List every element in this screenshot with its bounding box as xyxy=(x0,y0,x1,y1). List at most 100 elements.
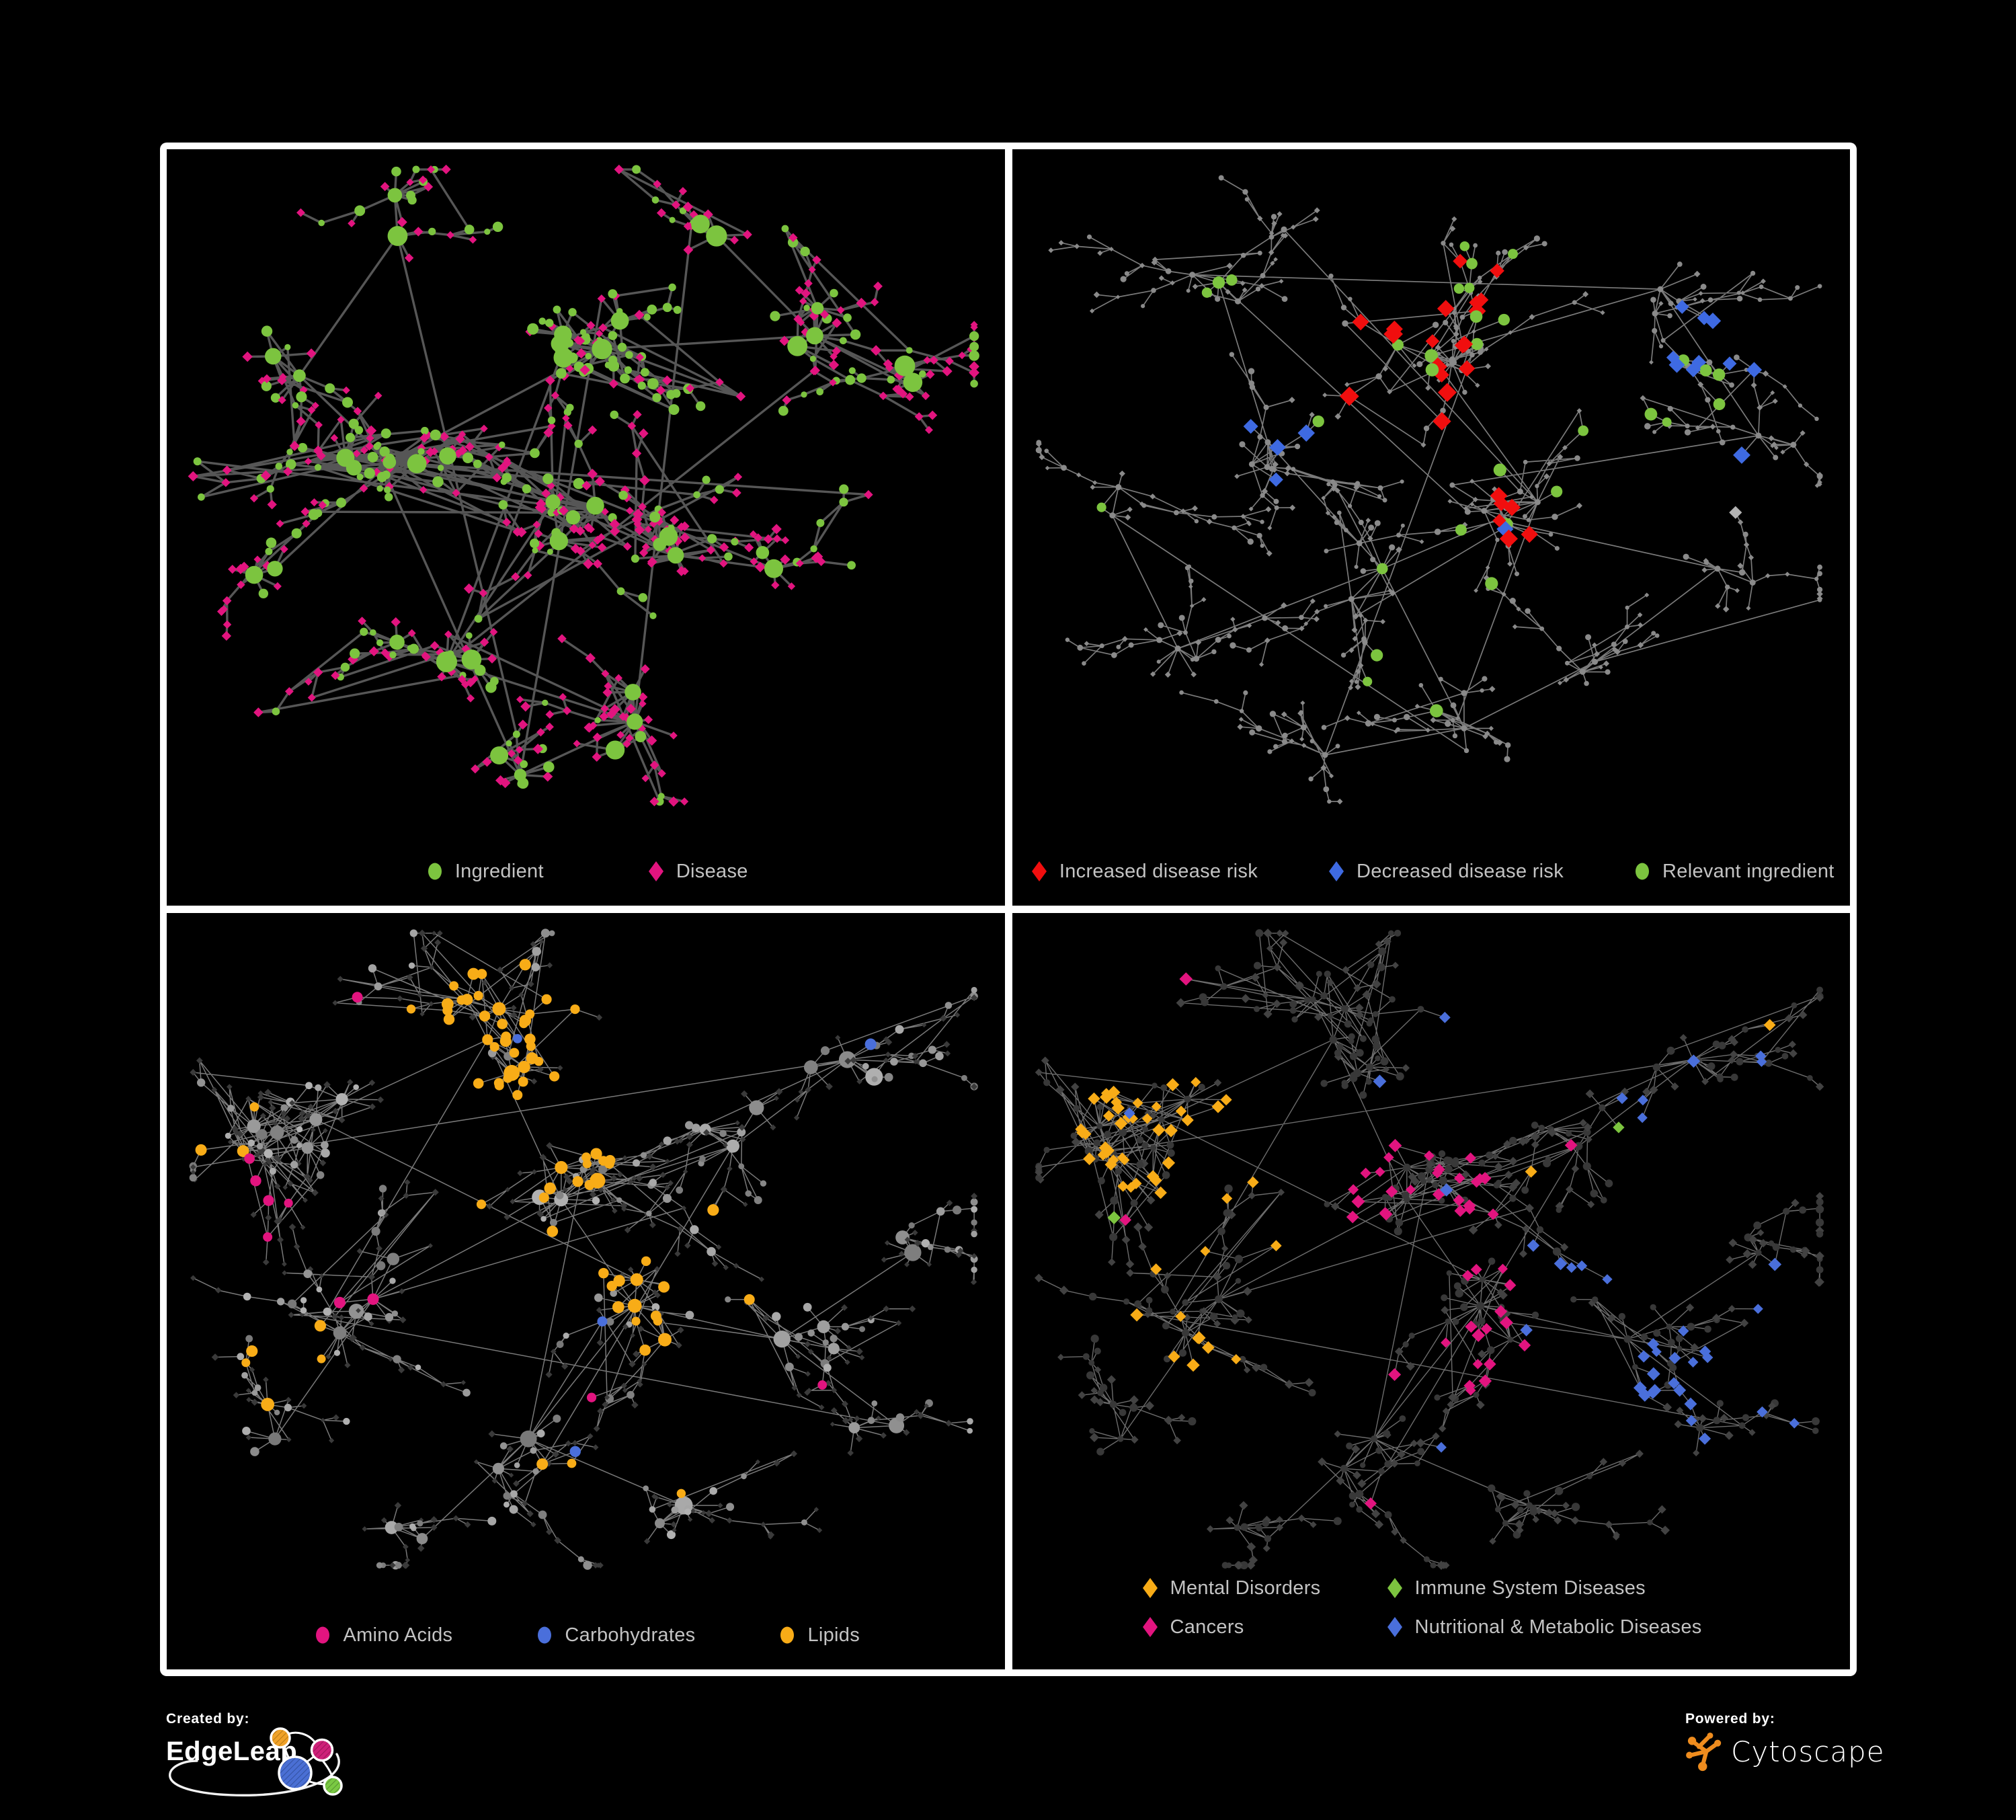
network-node xyxy=(597,1316,608,1327)
network-node xyxy=(1684,423,1690,429)
network-node xyxy=(1248,368,1254,374)
network-node xyxy=(1474,292,1488,307)
network-node xyxy=(1259,493,1265,498)
network-node xyxy=(1334,487,1340,493)
network-node xyxy=(563,408,571,416)
network-node xyxy=(683,245,694,255)
network-node xyxy=(755,561,766,573)
network-node xyxy=(1150,288,1156,293)
network-node xyxy=(486,1203,493,1210)
network-node xyxy=(1541,241,1547,247)
network-node xyxy=(1186,288,1191,293)
legend-label: Cancers xyxy=(1170,1616,1244,1638)
network-node xyxy=(1451,1159,1459,1168)
network-node xyxy=(319,1273,325,1279)
network-node xyxy=(1402,1163,1411,1172)
network-node xyxy=(1125,1269,1134,1277)
network-node xyxy=(1521,1186,1529,1194)
network-node xyxy=(970,379,978,388)
network-node xyxy=(1711,1313,1721,1322)
network-node xyxy=(1350,627,1357,633)
network-node xyxy=(855,1435,863,1443)
network-node xyxy=(750,557,758,566)
network-node xyxy=(190,1068,197,1076)
network-node xyxy=(1189,603,1194,608)
network-node xyxy=(245,1434,252,1441)
network-node xyxy=(1258,662,1264,667)
network-node xyxy=(1374,1055,1381,1062)
network-node xyxy=(1756,404,1763,411)
network-node xyxy=(1453,323,1459,329)
network-node xyxy=(1476,1302,1484,1310)
network-node xyxy=(1352,1470,1361,1480)
network-node xyxy=(307,693,316,702)
network-node xyxy=(282,1270,288,1276)
network-node xyxy=(1309,598,1316,604)
network-node xyxy=(280,1110,287,1117)
network-node xyxy=(1350,1444,1360,1454)
network-node xyxy=(552,1450,559,1458)
network-node xyxy=(606,740,625,760)
network-node xyxy=(556,1341,564,1348)
network-node xyxy=(373,443,380,450)
network-node xyxy=(1275,1515,1283,1524)
network-node xyxy=(805,1086,811,1093)
network-node xyxy=(1453,1173,1465,1184)
network-node xyxy=(569,1446,581,1458)
network-node xyxy=(969,350,979,361)
network-node xyxy=(773,1330,791,1348)
network-node xyxy=(1143,627,1148,632)
network-node xyxy=(624,1226,631,1234)
network-node xyxy=(1335,1476,1345,1485)
network-node xyxy=(588,541,596,549)
network-node xyxy=(365,442,374,451)
network-node xyxy=(1396,1072,1404,1081)
network-node xyxy=(971,1253,977,1259)
network-node xyxy=(1357,662,1363,669)
network-node xyxy=(1275,1524,1283,1532)
network-node xyxy=(1369,557,1375,563)
network-node xyxy=(668,404,680,416)
network-node xyxy=(1385,1185,1398,1198)
network-node xyxy=(592,559,603,569)
panel-ingredient-disease: Ingredient Disease xyxy=(167,149,1005,906)
network-node xyxy=(1273,498,1279,504)
network-node xyxy=(1266,550,1273,557)
network-node xyxy=(832,317,842,328)
network-node xyxy=(1565,1185,1574,1193)
network-node xyxy=(1253,961,1261,970)
network-node xyxy=(1752,1304,1763,1314)
network-node xyxy=(1759,284,1763,289)
network-node xyxy=(942,366,953,377)
network-node xyxy=(676,1342,682,1349)
network-node xyxy=(1182,1313,1191,1322)
network-node xyxy=(274,1183,281,1190)
network-node xyxy=(547,1226,559,1237)
network-node xyxy=(925,369,935,379)
network-node xyxy=(1453,1282,1461,1290)
network-node xyxy=(828,360,840,370)
network-node xyxy=(362,1526,368,1532)
network-node xyxy=(1601,1274,1613,1285)
network-node xyxy=(895,1320,902,1327)
network-node xyxy=(333,1414,339,1421)
network-node xyxy=(1459,1303,1468,1311)
network-node xyxy=(225,1132,231,1139)
network-node xyxy=(536,1458,549,1470)
network-node xyxy=(298,442,308,453)
legend-item-mental-disorders: Mental Disorders xyxy=(1139,1577,1321,1599)
network-node xyxy=(693,491,700,499)
network-node xyxy=(1313,616,1320,623)
network-node xyxy=(1097,1177,1105,1185)
network-node xyxy=(1324,549,1328,553)
network-node xyxy=(830,1335,838,1343)
network-node xyxy=(347,1078,354,1086)
network-node xyxy=(601,669,610,678)
network-node xyxy=(405,190,415,200)
network-node xyxy=(1713,398,1725,411)
network-node xyxy=(273,1154,280,1161)
network-node xyxy=(541,994,552,1004)
network-node xyxy=(1262,928,1273,938)
network-node xyxy=(1312,415,1324,428)
network-node xyxy=(935,1052,944,1061)
